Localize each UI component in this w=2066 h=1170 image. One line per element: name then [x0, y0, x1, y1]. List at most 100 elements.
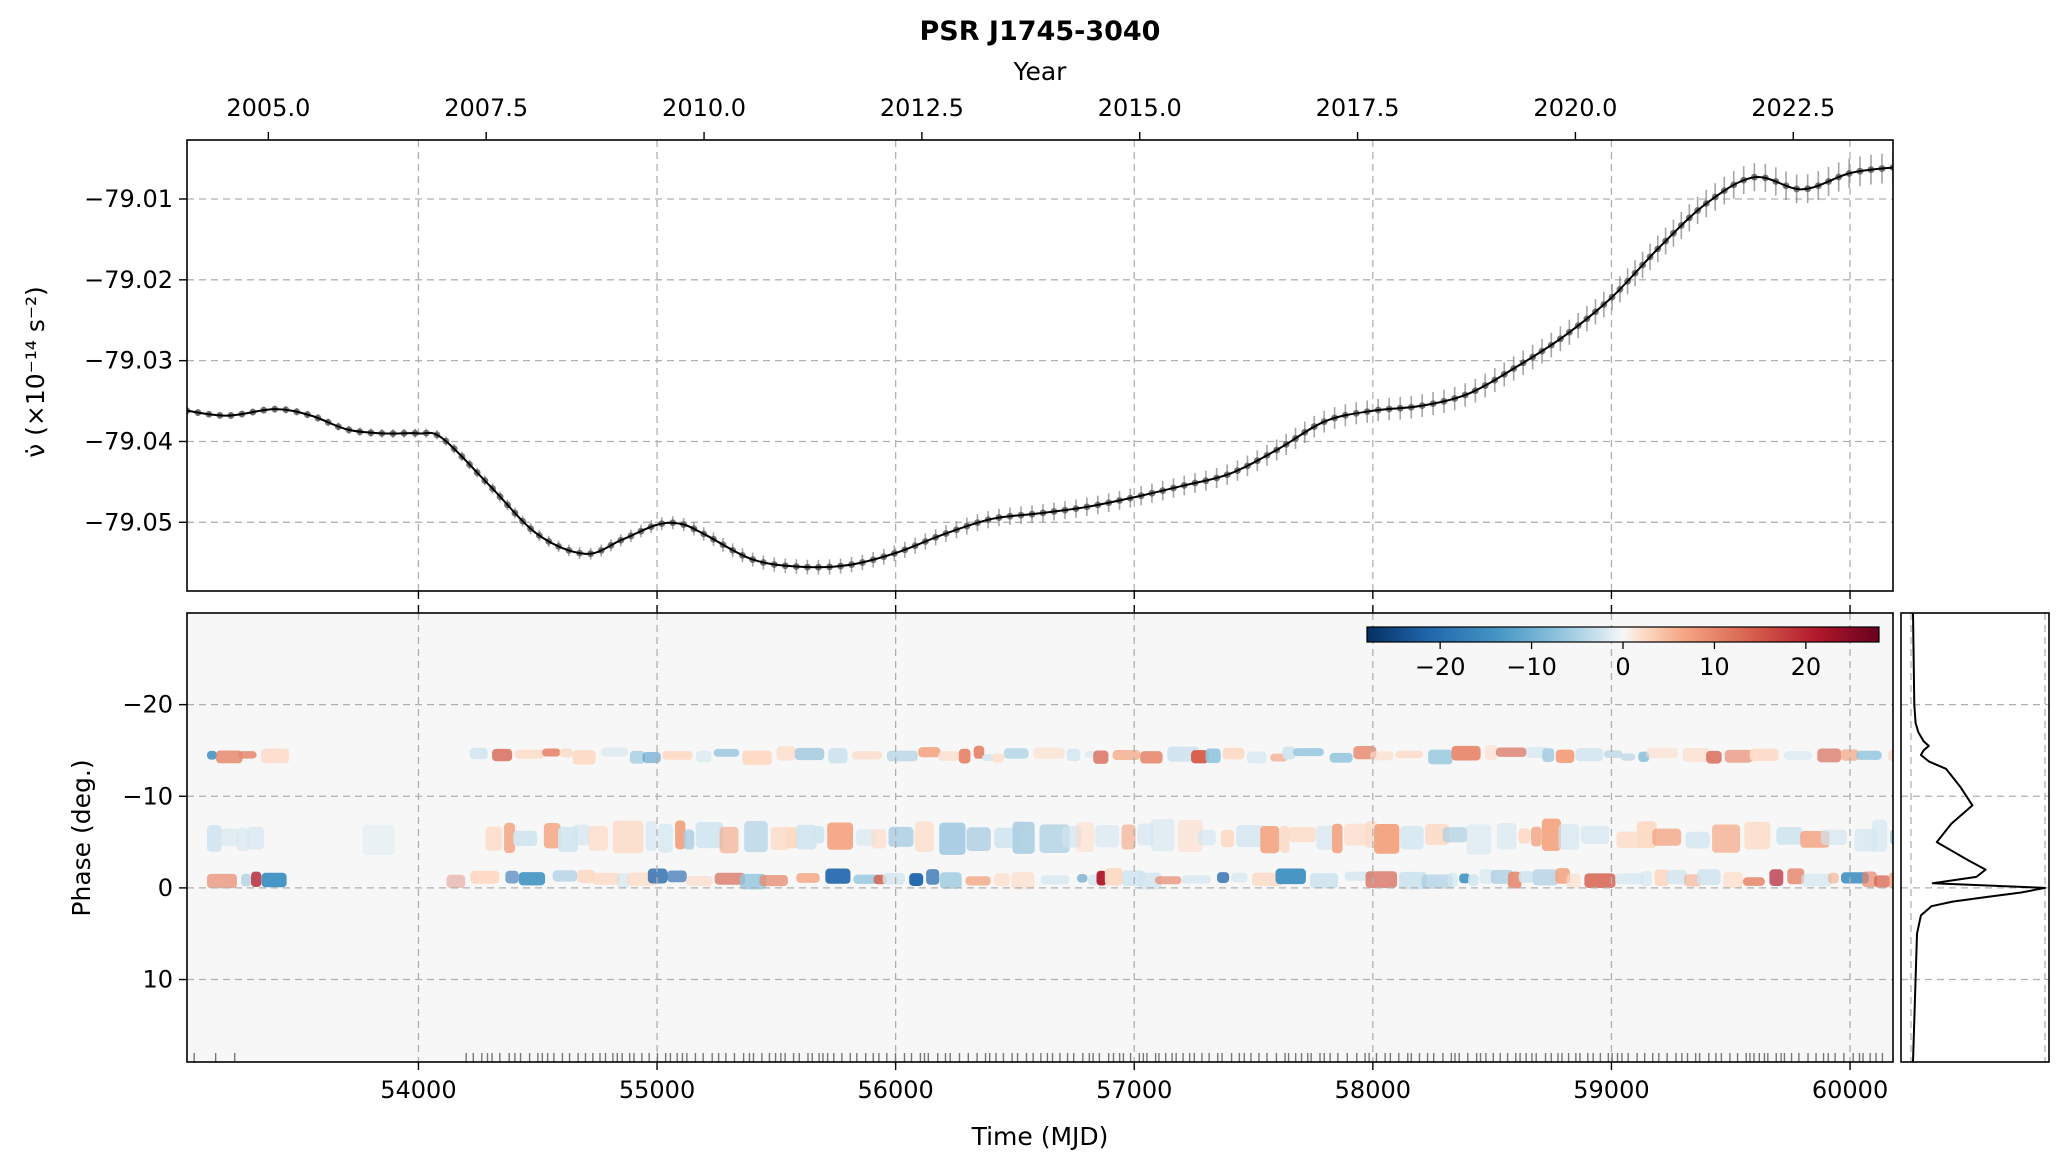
heatmap-cell-176	[1104, 868, 1123, 886]
heatmap-cell-150	[552, 870, 578, 882]
heatmap-cell-33	[1112, 750, 1141, 760]
year-tick-label-7: 2022.5	[1751, 94, 1835, 122]
heatmap-cell-174	[1088, 874, 1099, 886]
heatmap-cell-214	[1861, 871, 1877, 888]
heatmap-cell-45	[1370, 751, 1394, 761]
x-axis-label: Time (MJD)	[971, 1122, 1109, 1151]
heatmap-cell-30	[1066, 748, 1081, 762]
heatmap-cell-210	[1787, 868, 1805, 885]
heatmap-cell-208	[1742, 877, 1765, 886]
heatmap-cell-13	[662, 751, 693, 760]
heatmap-cell-111	[1236, 825, 1267, 848]
heatmap-cell-130	[1616, 831, 1643, 848]
heatmap-cell-81	[645, 820, 657, 852]
heatmap-cell-142	[207, 873, 237, 889]
heatmap-cell-15	[713, 748, 740, 757]
top-axis-label: Year	[1013, 57, 1068, 86]
heatmap-data	[207, 744, 1893, 890]
heatmap-cell-160	[759, 875, 788, 887]
heatmap-cell-49	[1484, 744, 1498, 761]
profile-grid	[1901, 613, 2049, 1062]
heatmap-cell-2	[238, 751, 257, 759]
year-tick-label-2: 2010.0	[662, 94, 746, 122]
heatmap-cell-41	[1282, 746, 1296, 760]
heatmap-cell-181	[1217, 872, 1230, 883]
heatmap-cell-204	[1666, 869, 1687, 885]
top-panel-frame	[186, 139, 1894, 592]
heatmap-cell-18	[794, 747, 825, 761]
heatmap-cell-38	[1222, 747, 1245, 760]
heatmap-cell-72	[362, 824, 395, 856]
heatmap-cell-191	[1459, 873, 1471, 884]
heatmap-panel: 54000 55000 56000 57000 58000 59000 60000 −20 −1…	[122, 605, 1894, 1104]
heatmap-cell-17	[776, 746, 796, 761]
observation-ticks	[193, 1053, 1884, 1062]
heatmap-cell-196	[1518, 871, 1534, 883]
heatmap-cell-94	[871, 829, 887, 849]
heatmap-cell-119	[1374, 824, 1400, 854]
heatmap-cell-185	[1309, 873, 1339, 889]
heatmap-cell-85	[695, 821, 724, 849]
heatmap-cell-134	[1712, 824, 1741, 853]
heatmap-cell-112	[1260, 826, 1280, 854]
heatmap-cell-106	[1137, 823, 1154, 846]
heatmap-cell-80	[612, 820, 644, 854]
x-tick-label-6: 60000	[1812, 1076, 1888, 1104]
heatmap-cell-156	[667, 870, 687, 883]
heatmap-ticks: 54000 55000 56000 57000 58000 59000 60000 −20 −1…	[122, 605, 1888, 1104]
heatmap-cell-71	[247, 826, 265, 850]
heatmap-cell-24	[958, 748, 971, 764]
top-panel: −79.01 −79.02 −79.03 −79.04 −79.05 2005.0 2007…	[84, 94, 1894, 599]
heatmap-cell-34	[1140, 751, 1163, 764]
heatmap-cell-195	[1507, 871, 1522, 889]
heatmap-cell-148	[505, 870, 519, 884]
top-panel-bg	[187, 140, 1893, 591]
heatmap-cell-149	[518, 872, 546, 886]
heatmap-cell-125	[1518, 828, 1531, 844]
heatmap-cell-100	[1012, 821, 1035, 854]
heatmap-cell-19	[828, 748, 848, 764]
heatmap-cell-202	[1640, 871, 1652, 887]
heatmap-cell-171	[1011, 872, 1035, 890]
year-tick-label-4: 2015.0	[1098, 94, 1182, 122]
heatmap-cell-29	[1033, 747, 1065, 759]
year-tick-label-5: 2017.5	[1316, 94, 1400, 122]
heatmap-frame	[186, 612, 1894, 1063]
heatmap-cell-138	[1820, 829, 1847, 845]
heatmap-cell-10	[601, 747, 629, 757]
heatmap-cell-21	[886, 750, 918, 762]
top-y-tick-label-1: −79.02	[84, 266, 173, 294]
year-tick-label-0: 2005.0	[226, 94, 310, 122]
profile-bg	[1901, 613, 2049, 1062]
heatmap-cell-206	[1697, 869, 1721, 885]
heatmap-cell-73	[485, 826, 503, 851]
heatmap-cell-116	[1332, 823, 1343, 854]
heatmap-cell-42	[1293, 748, 1324, 757]
heatmap-cell-189	[1421, 874, 1453, 889]
heatmap-cell-62	[1749, 748, 1779, 762]
heatmap-cell-107	[1150, 819, 1175, 852]
heatmap-cell-173	[1076, 874, 1088, 883]
heatmap-cell-25	[973, 745, 985, 759]
heatmap-cell-207	[1723, 872, 1743, 889]
heatmap-cell-56	[1620, 753, 1636, 761]
heatmap-cell-93	[855, 829, 877, 846]
heatmap-cell-90	[795, 824, 817, 850]
heatmap-cell-188	[1398, 871, 1427, 890]
year-tick-label-6: 2020.0	[1533, 94, 1617, 122]
y-axis-label-top: ν̇ (×10⁻¹⁴ s⁻²)	[21, 286, 50, 458]
heatmap-cell-53	[1555, 749, 1575, 764]
colorbar-tick-label-0: −20	[1415, 653, 1466, 681]
heatmap-cell-194	[1490, 869, 1514, 884]
heatmap-cell-155	[647, 868, 668, 884]
heatmap-cell-197	[1532, 869, 1559, 886]
heatmap-cell-203	[1654, 869, 1670, 887]
heatmap-cell-55	[1603, 750, 1623, 758]
heatmap-cell-104	[1095, 825, 1120, 848]
x-tick-label-1: 55000	[619, 1076, 695, 1104]
heatmap-cell-52	[1542, 748, 1555, 762]
top-grid	[187, 140, 1893, 591]
heatmap-cell-37	[1205, 748, 1221, 764]
phase-tick-label-0: −20	[122, 691, 173, 719]
heatmap-cell-115	[1316, 825, 1337, 850]
